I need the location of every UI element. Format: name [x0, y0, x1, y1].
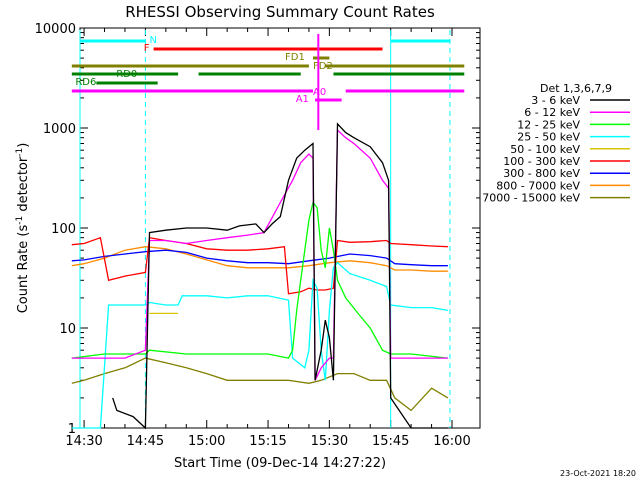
series-line-5 [71, 236, 448, 295]
flag-label-a0: A0 [313, 87, 326, 98]
y-tick-label: 1000 [43, 122, 76, 137]
legend-label: 6 - 12 keV [524, 106, 580, 119]
flag-label-rd0: RD0 [116, 69, 137, 80]
legend-label: 12 - 25 keV [517, 118, 580, 131]
x-tick-label: 15:30 [311, 434, 348, 449]
x-axis-label: Start Time (09-Dec-14 14:27:22) [174, 456, 386, 471]
flag-label-f: F [144, 43, 150, 54]
series-line-7 [71, 246, 448, 272]
svg-text:Count Rate (s-1 detector-1): Count Rate (s-1 detector-1) [15, 143, 31, 314]
y-axis-label: Count Rate (s-1 detector-1) [15, 143, 31, 314]
y-axis-label-main: Count Rate (s [16, 225, 31, 314]
legend-label: 3 - 6 keV [531, 94, 580, 107]
flag-label-fd1: FD1 [285, 52, 305, 63]
legend-label: 300 - 800 keV [503, 167, 580, 180]
legend-label: 7000 - 15000 keV [482, 192, 580, 205]
legend-label: 100 - 300 keV [503, 155, 580, 168]
plot-frame [79, 27, 481, 429]
x-tick-label: 14:30 [65, 434, 102, 449]
series-line-1 [71, 128, 448, 381]
y-tick-label: 10000 [35, 22, 76, 37]
x-tick-label: 15:45 [372, 434, 409, 449]
flag-label-rd6: RD6 [75, 77, 96, 88]
legend-label: 25 - 50 keV [517, 131, 580, 144]
series-line-6 [71, 249, 448, 267]
flag-label-n: N [149, 35, 156, 46]
legend-label: 50 - 100 keV [510, 143, 580, 156]
y-tick-label: 1 [68, 422, 76, 437]
x-tick-label: 14:45 [127, 434, 164, 449]
y-axis-label-sup1: -1 [15, 216, 25, 225]
y-axis-label-sup2: -1 [15, 148, 25, 157]
flag-label-fd2: FD2 [313, 61, 333, 72]
series-line-8 [71, 357, 449, 412]
x-tick-label: 16:00 [433, 434, 470, 449]
legend-label: 800 - 7000 keV [496, 179, 580, 192]
x-tick-label: 15:15 [249, 434, 286, 449]
series-line-0 [112, 122, 448, 430]
y-axis-label-end: ) [16, 143, 31, 148]
plot-area: 1 10 100 1000 10000 14:30 14:45 15:00 15:15 15:30… [35, 22, 481, 449]
x-tick-label: 15:00 [188, 434, 225, 449]
series-line-2 [71, 201, 448, 359]
y-tick-label: 10 [59, 322, 76, 337]
flag-label-a1: A1 [296, 94, 309, 105]
legend-title: Det 1,3,6,7,9 [540, 82, 612, 95]
chart-title: RHESSI Observing Summary Count Rates [125, 3, 435, 21]
y-tick-label: 100 [51, 222, 76, 237]
y-axis-label-mid: detector [16, 156, 31, 216]
series-line-3 [71, 261, 449, 429]
footer-date: 23-Oct-2021 18:20 [560, 469, 636, 478]
